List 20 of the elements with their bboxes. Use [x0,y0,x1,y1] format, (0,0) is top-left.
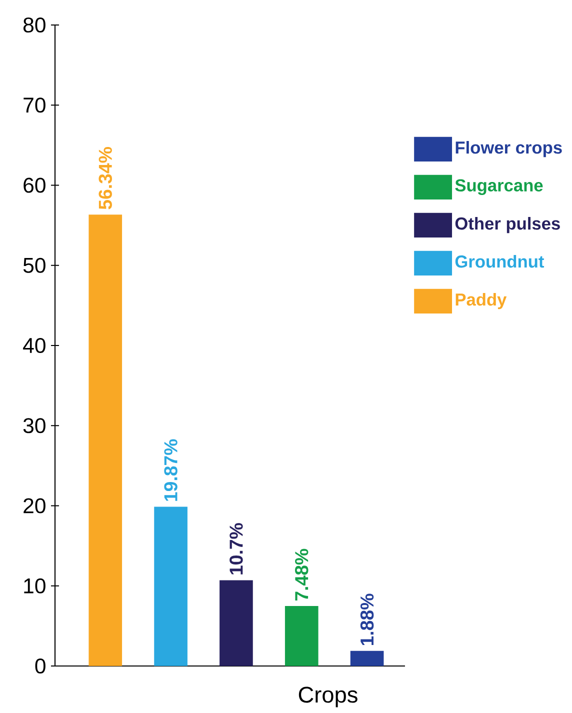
data-label: 56.34% [98,147,112,210]
y-tick-label: 20 [24,498,46,514]
data-label: 19.87% [164,439,178,501]
y-tick-label: 70 [24,98,46,113]
data-label: 1.88% [360,594,374,646]
y-tick-label: 80 [23,17,46,33]
legend-label: Paddy [456,292,507,310]
legend-label: Sugarcane [455,179,543,196]
data-label: 10.7% [230,523,243,574]
x-axis-title: Crops [298,686,358,708]
y-tick-label: 30 [23,418,46,434]
y-tick-label: 10 [24,578,46,594]
legend-label: Flower crops [456,140,562,158]
y-tick-label: 0 [35,658,46,674]
y-tick-label: 40 [23,338,46,354]
y-tick-label: 50 [23,258,46,273]
data-label: 7.48% [295,548,308,601]
legend-label: Groundnut [455,254,544,268]
y-tick-label: 60 [24,178,46,193]
legend-label: Other pulses [455,216,560,234]
